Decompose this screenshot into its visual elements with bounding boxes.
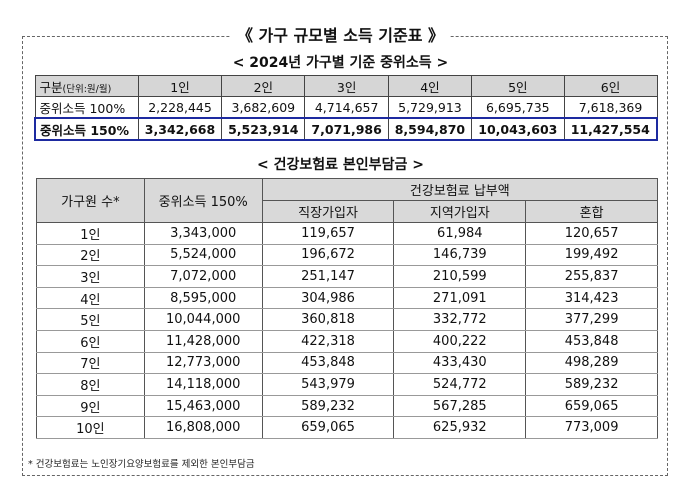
table-cell: 11,427,554 <box>563 117 658 141</box>
table-cell: 8,594,870 <box>387 117 473 141</box>
table-row: 3인 7,072,000 251,147 210,599 255,837 <box>36 265 658 288</box>
cell-regional: 332,772 <box>393 308 527 331</box>
cell-household: 6인 <box>36 329 145 353</box>
page-title: 《 가구 규모별 소득 기준표 》 <box>0 22 681 46</box>
col-income-header: 중위소득 150% <box>143 178 263 223</box>
table-row: 8인 14,118,000 543,979 524,772 589,232 <box>36 373 658 396</box>
table-cell: 5,729,913 <box>387 96 473 119</box>
cell-employee: 196,672 <box>261 243 395 267</box>
cell-household: 2인 <box>36 243 145 267</box>
table1-col-header: 4인 <box>387 75 473 97</box>
cell-household: 4인 <box>36 286 145 310</box>
table1-header-label: 구분(단위:원/월) <box>34 75 139 97</box>
cell-income: 11,428,000 <box>143 329 263 353</box>
table-cell: 10,043,603 <box>471 117 565 141</box>
cell-regional: 567,285 <box>393 394 527 418</box>
table-row: 6인 11,428,000 422,318 400,222 453,848 <box>36 329 658 353</box>
table-row: 5인 10,044,000 360,818 332,772 377,299 <box>36 308 658 331</box>
table-cell: 7,618,369 <box>563 96 658 119</box>
col-household-header: 가구원 수* <box>36 178 145 223</box>
cell-regional: 625,932 <box>393 416 527 439</box>
table-cell: 3,682,609 <box>221 96 306 119</box>
row-label: 중위소득 100% <box>34 96 139 119</box>
cell-household: 1인 <box>36 222 145 245</box>
table1-header-row: 구분(단위:원/월) 1인 2인 3인 4인 5인 6인 <box>34 75 658 97</box>
table-cell: 5,523,914 <box>221 117 306 141</box>
cell-mixed: 773,009 <box>525 416 658 439</box>
cell-mixed: 255,837 <box>525 265 658 288</box>
cell-regional: 210,599 <box>393 265 527 288</box>
cell-regional: 61,984 <box>393 222 527 245</box>
cell-income: 15,463,000 <box>143 394 263 418</box>
table-cell: 3,342,668 <box>137 117 223 141</box>
table-cell: 4,714,657 <box>304 96 389 119</box>
cell-mixed: 377,299 <box>525 308 658 331</box>
cell-employee: 659,065 <box>261 416 395 439</box>
table1-row-100: 중위소득 100% 2,228,445 3,682,609 4,714,657 … <box>34 96 658 119</box>
cell-regional: 524,772 <box>393 373 527 396</box>
table1-col-header: 6인 <box>563 75 658 97</box>
cell-household: 8인 <box>36 373 145 396</box>
table-cell: 7,071,986 <box>304 117 389 141</box>
cell-employee: 589,232 <box>261 394 395 418</box>
section2-title: < 건강보험료 본인부담금 > <box>257 157 424 173</box>
cell-income: 14,118,000 <box>143 373 263 396</box>
section1-title: < 2024년 가구별 기준 중위소득 > <box>232 55 449 71</box>
cell-mixed: 589,232 <box>525 373 658 396</box>
table2-subheader-row: 직장가입자 지역가입자 혼합 <box>37 200 658 223</box>
col-mixed-header: 혼합 <box>525 200 658 223</box>
table1-col-header: 1인 <box>137 75 223 97</box>
cell-income: 3,343,000 <box>143 222 263 245</box>
cell-mixed: 314,423 <box>525 286 658 310</box>
cell-income: 16,808,000 <box>143 416 263 439</box>
cell-household: 5인 <box>36 308 145 331</box>
table1-row-150: 중위소득 150% 3,342,668 5,523,914 7,071,986 … <box>33 117 658 141</box>
cell-employee: 360,818 <box>261 308 395 331</box>
table-cell: 6,695,735 <box>471 96 565 119</box>
cell-household: 3인 <box>36 265 145 288</box>
cell-employee: 422,318 <box>261 329 395 353</box>
table1-col-header: 3인 <box>304 75 389 97</box>
col-regional-header: 지역가입자 <box>393 200 527 223</box>
cell-household: 9인 <box>36 394 145 418</box>
cell-income: 8,595,000 <box>143 286 263 310</box>
cell-regional: 146,739 <box>393 243 527 267</box>
median-income-table: 구분(단위:원/월) 1인 2인 3인 4인 5인 6인 중위소득 100% 2… <box>33 75 658 141</box>
table-row: 9인 15,463,000 589,232 567,285 659,065 <box>36 394 658 418</box>
col-premium-group-header: 건강보험료 납부액 <box>261 178 659 201</box>
table-row: 10인 16,808,000 659,065 625,932 773,009 <box>36 416 658 439</box>
cell-mixed: 453,848 <box>525 329 658 353</box>
cell-employee: 251,147 <box>261 265 395 288</box>
cell-household: 7인 <box>36 351 145 375</box>
cell-employee: 453,848 <box>261 351 395 375</box>
table1-col-header: 5인 <box>471 75 565 97</box>
footnote: * 건강보험료는 노인장기요양보험료를 제외한 본인부담금 <box>28 459 255 470</box>
cell-employee: 119,657 <box>261 222 395 245</box>
cell-mixed: 120,657 <box>525 222 658 245</box>
cell-income: 12,773,000 <box>143 351 263 375</box>
cell-income: 7,072,000 <box>143 265 263 288</box>
col-employee-header: 직장가입자 <box>261 200 395 223</box>
cell-mixed: 199,492 <box>525 243 658 267</box>
table-row: 1인 3,343,000 119,657 61,984 120,657 <box>36 222 658 245</box>
cell-employee: 304,986 <box>261 286 395 310</box>
cell-regional: 271,091 <box>393 286 527 310</box>
cell-regional: 400,222 <box>393 329 527 353</box>
cell-regional: 433,430 <box>393 351 527 375</box>
cell-income: 10,044,000 <box>143 308 263 331</box>
cell-household: 10인 <box>36 416 145 439</box>
row-label: 중위소득 150% <box>33 117 139 141</box>
cell-mixed: 659,065 <box>525 394 658 418</box>
cell-employee: 543,979 <box>261 373 395 396</box>
table1-col-header: 2인 <box>221 75 306 97</box>
table-row: 7인 12,773,000 453,848 433,430 498,289 <box>36 351 658 375</box>
table-cell: 2,228,445 <box>137 96 223 119</box>
table-row: 2인 5,524,000 196,672 146,739 199,492 <box>36 243 658 267</box>
table-row: 4인 8,595,000 304,986 271,091 314,423 <box>36 286 658 310</box>
cell-mixed: 498,289 <box>525 351 658 375</box>
table2-header-row: 가구원 수* 중위소득 150% 건강보험료 납부액 <box>36 178 659 223</box>
cell-income: 5,524,000 <box>143 243 263 267</box>
health-insurance-table: 가구원 수* 중위소득 150% 건강보험료 납부액 직장가입자 지역가입자 혼… <box>36 178 659 439</box>
